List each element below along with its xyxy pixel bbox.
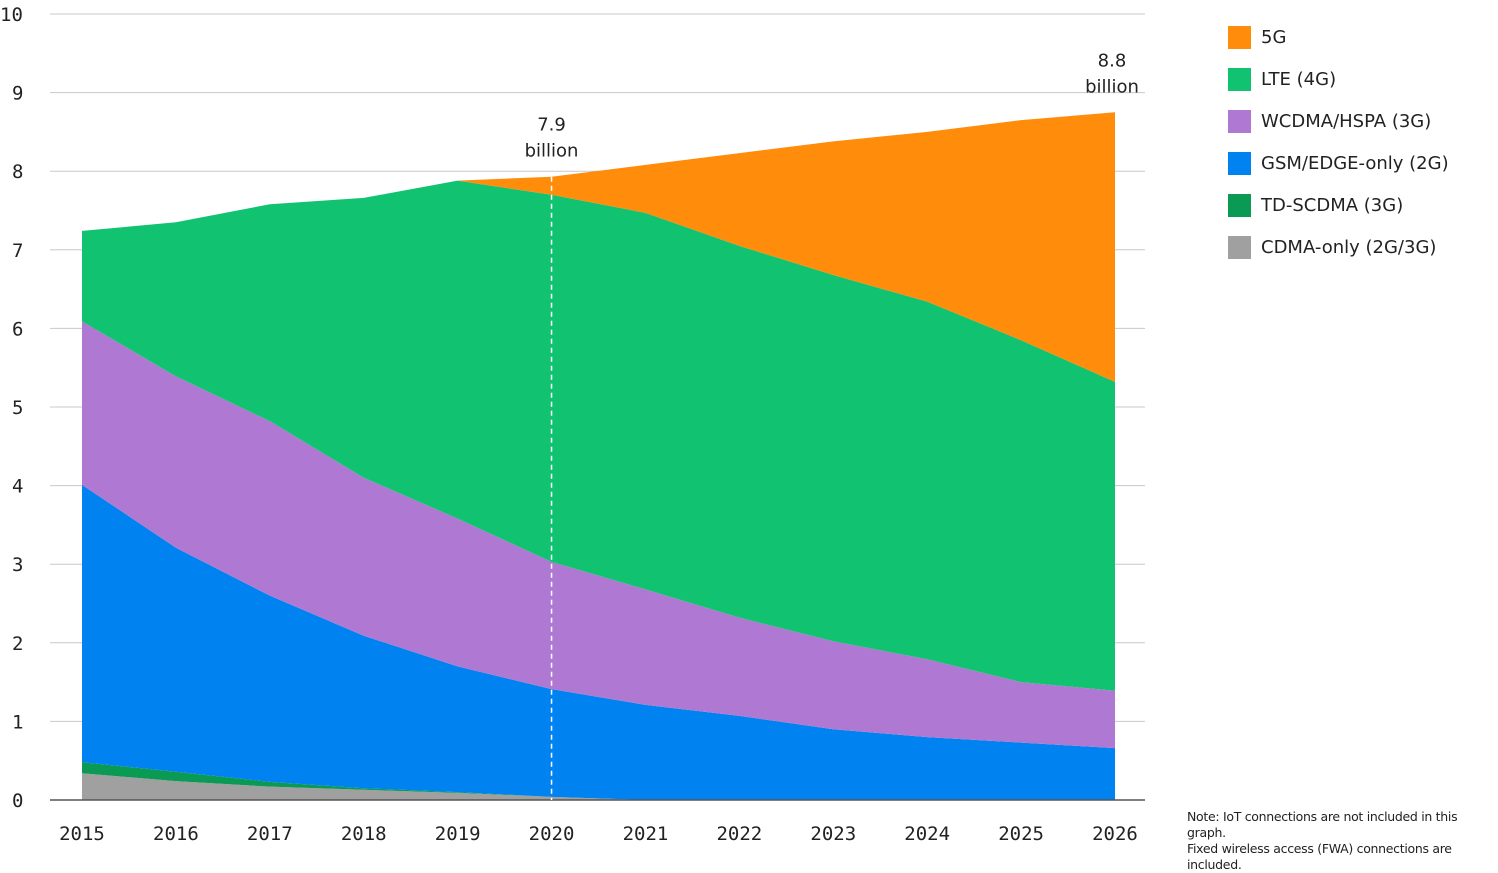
legend-label: WCDMA/HSPA (3G) — [1261, 110, 1432, 132]
x-tick-label: 2024 — [904, 823, 950, 843]
legend-swatch — [1228, 151, 1251, 175]
legend-label: CDMA-only (2G/3G) — [1261, 236, 1437, 258]
annotation-unit: billion — [1085, 76, 1139, 97]
x-tick-label: 2020 — [529, 823, 575, 843]
legend-item: WCDMA/HSPA (3G) — [1228, 100, 1449, 142]
legend-label: LTE (4G) — [1261, 68, 1337, 90]
legend-swatch — [1228, 109, 1251, 133]
y-tick-label: 6 — [12, 318, 23, 340]
x-tick-label: 2022 — [716, 823, 762, 843]
x-tick-label: 2021 — [623, 823, 669, 843]
legend-label: GSM/EDGE-only (2G) — [1261, 152, 1449, 174]
legend-swatch — [1228, 67, 1251, 91]
legend-item: 5G — [1228, 16, 1449, 58]
note-line-1: Note: IoT connections are not included i… — [1187, 809, 1458, 840]
note-line-2: Fixed wireless access (FWA) connections … — [1187, 841, 1452, 872]
legend-swatch — [1228, 235, 1251, 259]
area-cdma-only-2g-3g- — [82, 773, 1115, 800]
x-tick-label: 2023 — [810, 823, 856, 843]
annotation-value: 8.8 — [1098, 50, 1127, 71]
x-tick-label: 2026 — [1092, 823, 1138, 843]
x-tick-label: 2019 — [435, 823, 481, 843]
legend: 5G LTE (4G) WCDMA/HSPA (3G) GSM/EDGE-only (… — [1228, 16, 1449, 268]
y-tick-label: 8 — [12, 161, 23, 183]
y-tick-label: 4 — [12, 476, 23, 498]
y-tick-label: 10 — [0, 4, 23, 26]
x-tick-label: 2016 — [153, 823, 199, 843]
area-gsm-edge-only-2g- — [82, 484, 1115, 800]
x-tick-label: 2017 — [247, 823, 293, 843]
legend-item: LTE (4G) — [1228, 58, 1449, 100]
y-tick-label: 9 — [12, 83, 23, 105]
y-tick-label: 5 — [12, 397, 23, 419]
stacked-area-chart: 0 1 2 3 4 5 6 7 8 9 10 2015 2016 2017 2018 2019 2020 2021… — [0, 4, 1145, 843]
x-tick-label: 2018 — [341, 823, 387, 843]
y-tick-label: 1 — [12, 711, 23, 733]
y-tick-label: 7 — [12, 240, 23, 262]
legend-item: TD-SCDMA (3G) — [1228, 184, 1449, 226]
x-tick-label: 2025 — [998, 823, 1044, 843]
legend-label: 5G — [1261, 26, 1287, 48]
area-5g — [82, 112, 1115, 382]
y-tick-label: 2 — [12, 633, 23, 655]
area-lte-4g- — [82, 180, 1115, 691]
legend-item: CDMA-only (2G/3G) — [1228, 226, 1449, 268]
area-wcdma-hspa-3g- — [82, 321, 1115, 749]
x-tick-label: 2015 — [59, 823, 105, 843]
annotation-unit: billion — [525, 141, 579, 162]
y-tick-label: 0 — [12, 790, 23, 812]
annotation-value: 7.9 — [537, 115, 566, 136]
y-tick-label: 3 — [12, 554, 23, 576]
legend-swatch — [1228, 193, 1251, 217]
legend-item: GSM/EDGE-only (2G) — [1228, 142, 1449, 184]
chart-note: Note: IoT connections are not included i… — [1187, 809, 1498, 873]
legend-label: TD-SCDMA (3G) — [1261, 194, 1404, 216]
legend-swatch — [1228, 25, 1251, 49]
